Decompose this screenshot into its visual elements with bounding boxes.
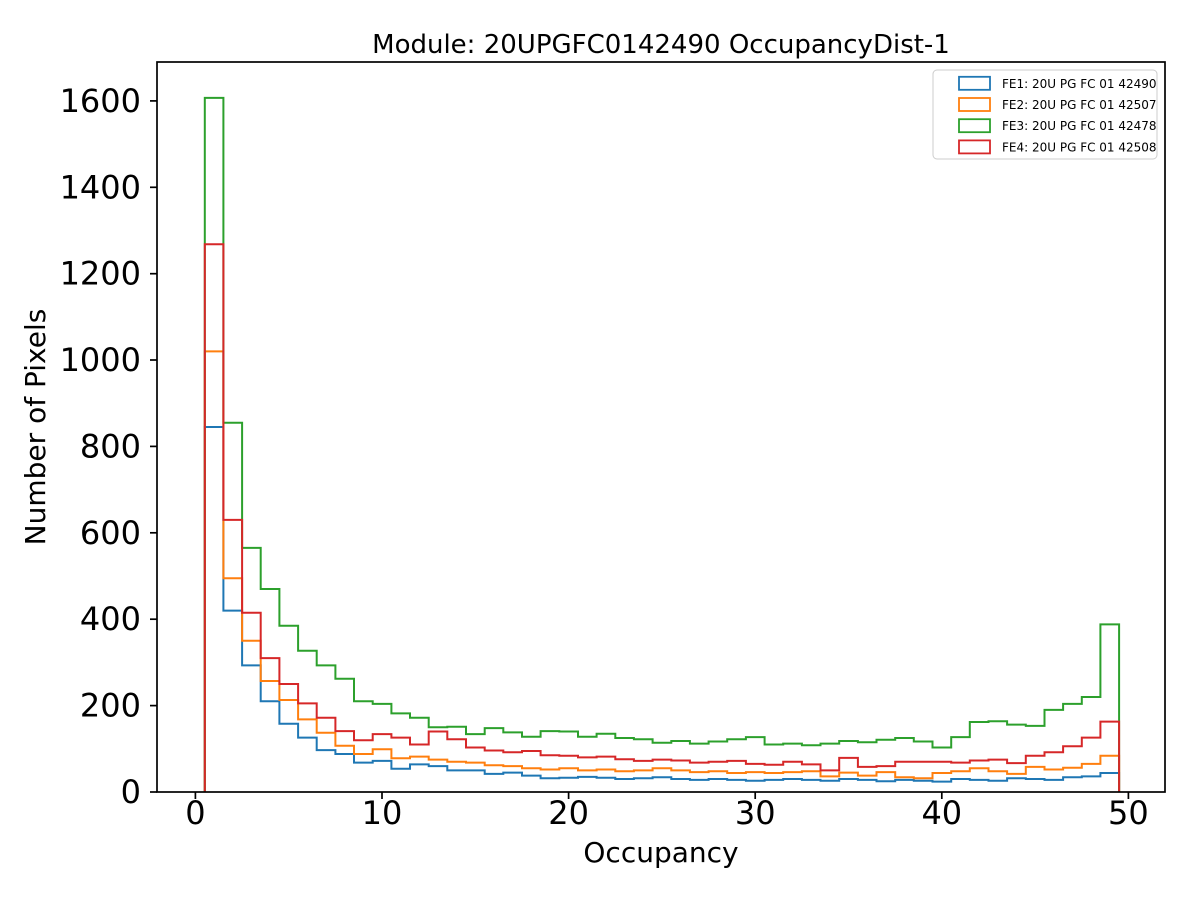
legend-item-fe1: FE1: 20U PG FC 01 42490: [958, 75, 1157, 91]
legend-box: [932, 69, 1158, 160]
x-tick-label: 50: [1108, 794, 1149, 832]
x-tick-label: 40: [921, 794, 962, 832]
y-tick-label: 200: [80, 687, 141, 725]
legend-swatch-fe3: [958, 118, 991, 134]
plot-content: [203, 96, 1121, 792]
x-axis-label: Occupancy: [583, 836, 738, 869]
y-tick-label: 1200: [60, 255, 141, 293]
x-tick-label: 30: [735, 794, 776, 832]
legend-label-fe3: FE3: 20U PG FC 01 42478: [1002, 119, 1157, 133]
series-fe4-line: [203, 243, 1121, 792]
legend-swatch-fe2: [958, 97, 991, 112]
legend: FE1: 20U PG FC 01 42490 FE2: 20U PG FC 01…: [932, 69, 1158, 160]
legend-label-fe1: FE1: 20U PG FC 01 42490: [1002, 77, 1157, 91]
x-tick-label: 10: [362, 794, 403, 832]
legend-swatch-fe1: [958, 75, 991, 91]
legend-label-fe2: FE2: 20U PG FC 01 42507: [1002, 98, 1157, 112]
legend-item-fe4: FE4: 20U PG FC 01 42508: [958, 139, 1157, 155]
y-tick-label: 400: [80, 600, 141, 638]
legend-swatch-fe4: [958, 139, 991, 155]
series-fe3-line: [203, 96, 1121, 792]
axis-ticks: 0 10 20 30 40 50 0 200 400 600 800 1000 1200 1400 1600: [60, 82, 1149, 832]
series-fe2-line: [203, 350, 1121, 792]
legend-item-fe2: FE2: 20U PG FC 01 42507: [958, 97, 1157, 112]
legend-item-fe3: FE3: 20U PG FC 01 42478: [958, 118, 1157, 134]
x-tick-label: 0: [185, 794, 205, 832]
chart-title: Module: 20UPGFC0142490 OccupancyDist-1: [372, 30, 950, 60]
y-tick-label: 0: [121, 773, 141, 811]
y-tick-label: 1400: [60, 168, 141, 206]
y-axis-label: Number of Pixels: [19, 309, 52, 546]
series-fe1-line: [203, 426, 1121, 792]
x-tick-label: 20: [548, 794, 589, 832]
plot-border: [156, 61, 1166, 793]
y-tick-label: 600: [80, 514, 141, 552]
y-tick-label: 1600: [60, 82, 141, 120]
y-tick-label: 800: [80, 427, 141, 465]
y-tick-label: 1000: [60, 341, 141, 379]
legend-label-fe4: FE4: 20U PG FC 01 42508: [1002, 140, 1157, 154]
